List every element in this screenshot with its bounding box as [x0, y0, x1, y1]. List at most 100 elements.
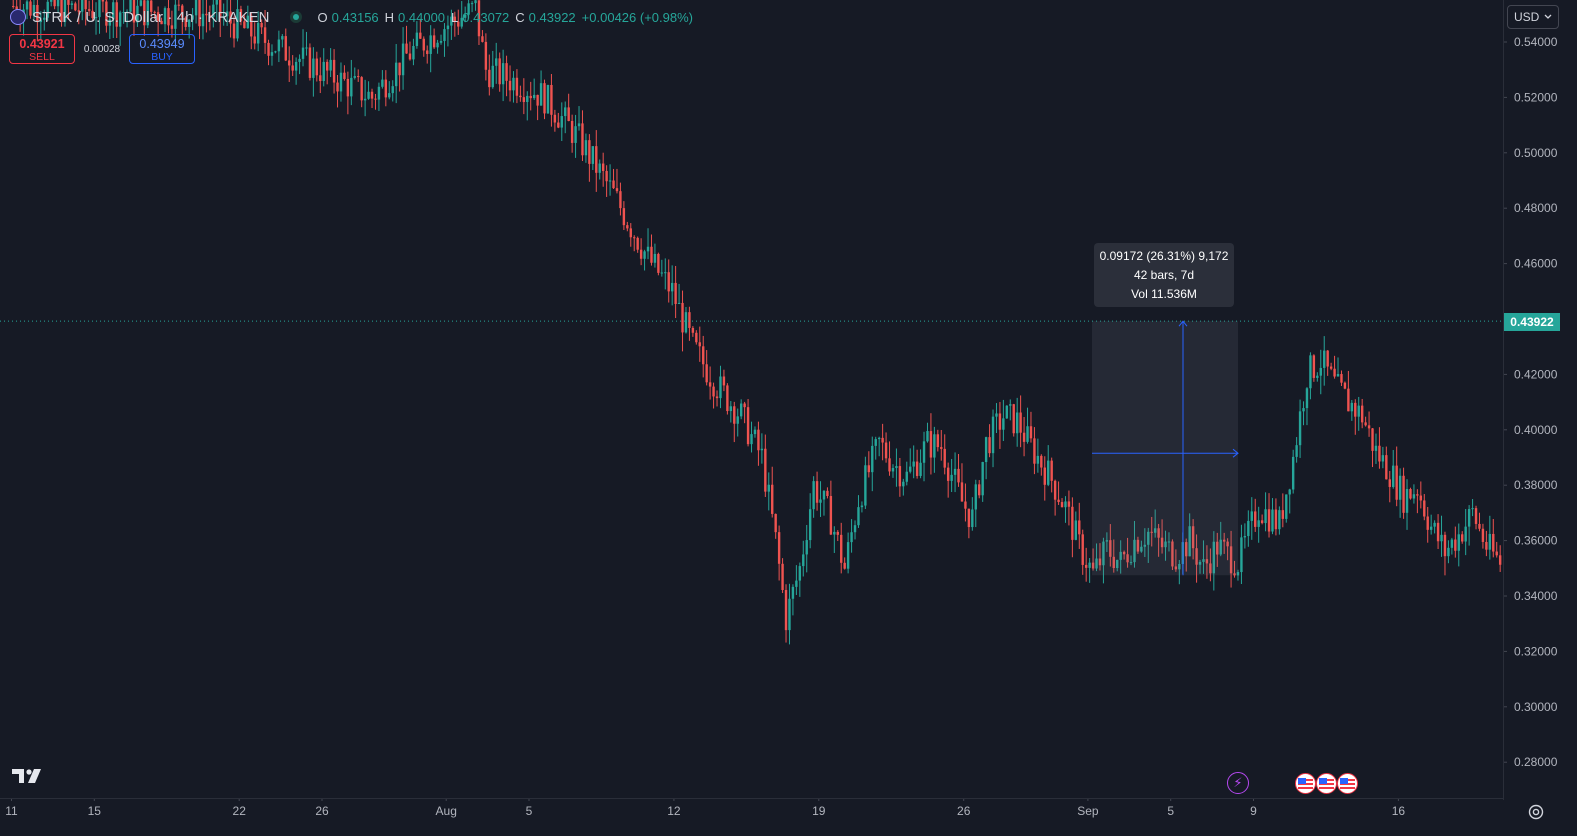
candle-body: [933, 434, 936, 458]
chevron-down-icon: [1544, 14, 1552, 19]
candle-body: [63, 0, 67, 23]
ohlc-close-value: 0.43922: [528, 9, 576, 25]
candle-body: [301, 47, 305, 59]
price-axis[interactable]: [1503, 0, 1577, 800]
candle-body: [860, 505, 864, 508]
candle-body: [771, 484, 774, 514]
candle-body: [1416, 494, 1419, 496]
candle-body: [198, 0, 201, 27]
candle-body: [1254, 511, 1257, 527]
candle-body: [946, 467, 950, 481]
candle-body: [636, 237, 639, 250]
candle-body: [1264, 509, 1267, 524]
candle-body: [312, 58, 315, 78]
candle-body: [1022, 432, 1026, 442]
candle-body: [291, 65, 294, 71]
candle-body: [208, 15, 212, 17]
candle-body: [1171, 541, 1174, 567]
candle-body: [1109, 540, 1112, 557]
candle-body: [1426, 516, 1429, 530]
candle-body: [205, 13, 208, 16]
candle-body: [539, 83, 543, 106]
candle-body: [805, 540, 808, 555]
candle-body: [477, 0, 481, 37]
candle-body: [843, 562, 846, 569]
sell-button[interactable]: 0.43921 SELL: [9, 34, 75, 64]
candle-body: [1226, 541, 1229, 547]
candle-body: [298, 58, 301, 62]
candle-body: [1354, 402, 1357, 417]
candle-body: [1340, 374, 1343, 383]
candle-body: [1095, 558, 1098, 569]
tradingview-logo-icon[interactable]: [12, 767, 44, 789]
candle-body: [1436, 522, 1440, 542]
candle-body: [160, 20, 163, 25]
sell-price: 0.43921: [19, 37, 65, 51]
candle-body: [101, 0, 105, 2]
candle-body: [1088, 562, 1091, 568]
candle-body: [588, 140, 591, 164]
candle-body: [822, 490, 826, 500]
candle-body: [391, 86, 394, 94]
candle-body: [1461, 534, 1464, 542]
candle-body: [1212, 541, 1216, 574]
candle-body: [1457, 534, 1460, 551]
candle-body: [136, 5, 139, 23]
candles: [0, 0, 1503, 645]
price-tick-label: 0.32000: [1514, 644, 1558, 658]
candle-body: [1047, 460, 1050, 485]
measure-bars: 42 bars, 7d: [1133, 268, 1195, 282]
candle-body: [905, 471, 908, 482]
candle-body: [1202, 559, 1205, 562]
candle-body: [1250, 511, 1253, 521]
currency-select[interactable]: USD: [1507, 5, 1559, 29]
candle-body: [812, 481, 815, 510]
us-flag-icon[interactable]: [1295, 773, 1316, 794]
settings-icon[interactable]: [1524, 800, 1548, 824]
candle-body: [12, 5, 15, 7]
candle-body: [864, 465, 867, 506]
candle-body: [715, 396, 719, 399]
candle-body: [1074, 520, 1078, 540]
candle-body: [1019, 412, 1022, 433]
candle-body: [1026, 426, 1029, 442]
candle-body: [708, 382, 712, 387]
candle-body: [777, 532, 781, 564]
candle-body: [1064, 501, 1067, 508]
candle-body: [1129, 562, 1133, 564]
candle-body: [32, 4, 36, 16]
time-tick-label: 12: [667, 804, 681, 818]
us-flag-icon[interactable]: [1337, 773, 1358, 794]
candle-body: [1216, 541, 1219, 555]
time-axis[interactable]: [0, 798, 1503, 836]
buy-button[interactable]: 0.43949 BUY: [129, 34, 195, 64]
candle-body: [377, 86, 381, 100]
price-tick-label: 0.34000: [1514, 589, 1558, 603]
candle-body: [764, 448, 767, 492]
candle-body: [1060, 502, 1064, 508]
candle-body: [1443, 534, 1447, 557]
candle-body: [1267, 509, 1271, 532]
price-tick-label: 0.28000: [1514, 755, 1558, 769]
candle-body: [1498, 555, 1502, 565]
candle-body: [284, 36, 287, 61]
candle-body: [743, 403, 746, 408]
candle-body: [187, 19, 191, 27]
candle-body: [550, 84, 553, 115]
flash-icon[interactable]: ⚡: [1227, 772, 1249, 794]
candle-body: [1012, 404, 1015, 434]
symbol-title[interactable]: STRK / U. S. Dollar · 4h · KRAKEN: [32, 8, 270, 26]
candle-body: [236, 9, 239, 39]
us-flag-icon[interactable]: [1316, 773, 1337, 794]
candle-body: [1281, 510, 1285, 519]
price-tick-label: 0.42000: [1514, 367, 1558, 381]
candle-body: [246, 15, 250, 29]
candle-body: [488, 69, 491, 88]
candle-body: [829, 496, 833, 535]
candle-body: [1305, 388, 1309, 409]
candle-body: [329, 59, 332, 71]
candle-body: [967, 508, 971, 528]
candle-body: [729, 406, 733, 412]
candle-body: [43, 17, 46, 20]
